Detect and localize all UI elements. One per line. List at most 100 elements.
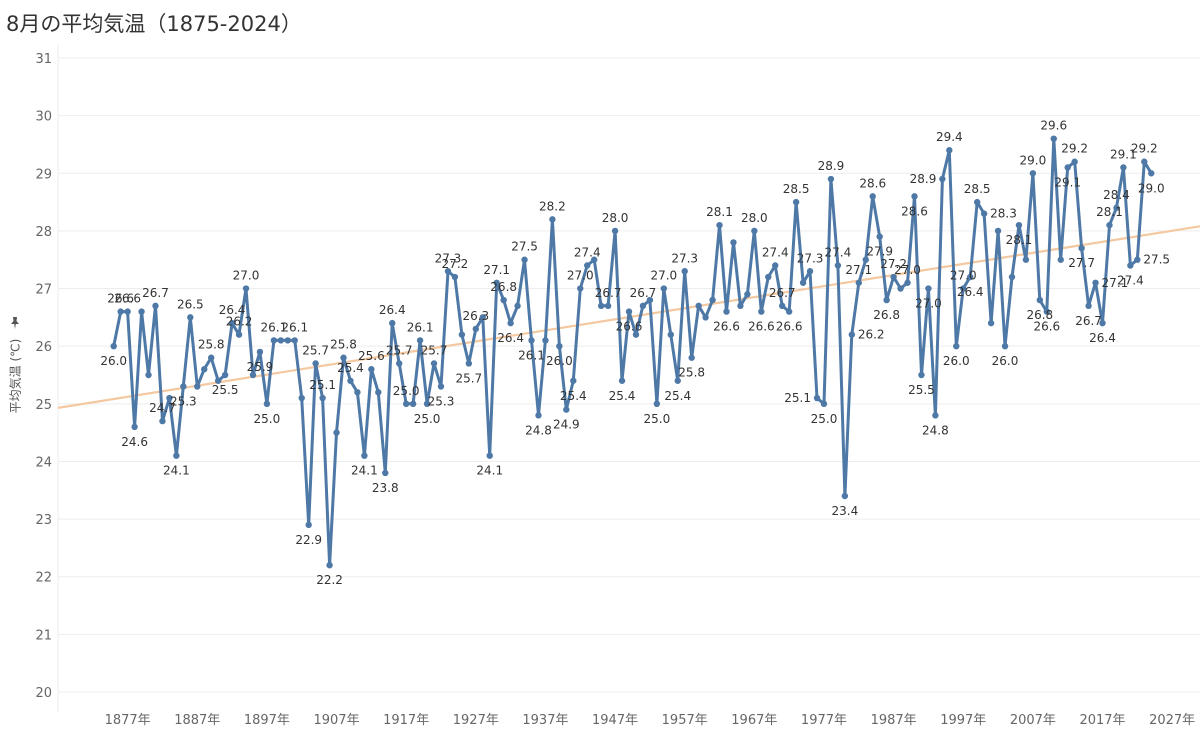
data-label: 24.1 xyxy=(476,464,503,478)
data-label: 25.8 xyxy=(678,366,705,380)
data-label: 28.5 xyxy=(964,182,991,196)
data-point xyxy=(1085,302,1092,310)
data-label: 25.1 xyxy=(784,391,811,405)
data-point xyxy=(577,285,584,292)
data-point xyxy=(430,360,438,367)
data-point xyxy=(660,285,668,292)
data-label: 27.3 xyxy=(671,251,698,265)
data-point xyxy=(235,331,243,338)
data-label: 26.0 xyxy=(100,354,127,368)
data-point xyxy=(1015,221,1023,229)
data-label: 26.6 xyxy=(616,320,643,334)
data-point xyxy=(625,308,633,315)
data-label: 26.2 xyxy=(858,328,885,342)
data-label: 27.7 xyxy=(1068,256,1095,270)
data-point xyxy=(946,147,953,154)
data-point xyxy=(500,296,507,304)
data-label: 25.0 xyxy=(254,412,281,426)
data-point xyxy=(904,279,911,286)
data-point xyxy=(389,319,396,327)
data-point xyxy=(256,348,264,356)
data-point xyxy=(1120,164,1127,171)
data-label: 26.1 xyxy=(407,320,434,334)
data-point xyxy=(980,210,988,217)
pin-icon[interactable] xyxy=(9,316,21,330)
data-label: 27.2 xyxy=(880,257,907,271)
data-label: 26.7 xyxy=(1075,314,1102,328)
x-tick-label: 1917年 xyxy=(383,713,429,728)
data-point xyxy=(681,268,688,275)
data-point xyxy=(570,377,577,384)
data-label: 29.0 xyxy=(1138,181,1165,195)
data-label: 27.0 xyxy=(650,269,677,283)
data-point xyxy=(813,394,821,402)
data-point xyxy=(1050,135,1057,142)
data-point xyxy=(207,354,215,361)
x-tick-label: 1907年 xyxy=(313,713,359,728)
data-point xyxy=(758,308,765,315)
data-label: 25.3 xyxy=(428,395,455,409)
data-point xyxy=(1029,170,1037,177)
data-label: 28.1 xyxy=(1096,205,1123,219)
data-label: 25.4 xyxy=(337,361,364,375)
data-label: 25.7 xyxy=(302,343,329,357)
data-label: 26.2 xyxy=(226,315,253,329)
data-point xyxy=(1001,342,1009,350)
y-tick-label: 23 xyxy=(35,513,52,528)
data-label: 27.3 xyxy=(435,251,462,265)
data-point xyxy=(841,492,849,500)
data-point xyxy=(611,227,619,235)
data-label: 28.0 xyxy=(602,211,629,225)
x-tick-label: 1887年 xyxy=(174,713,220,728)
data-label: 29.0 xyxy=(1020,153,1047,167)
data-point xyxy=(221,371,229,379)
data-point xyxy=(1106,221,1113,229)
data-label: 26.1 xyxy=(518,348,545,362)
data-label: 26.6 xyxy=(713,320,740,334)
data-point xyxy=(333,429,340,436)
data-label: 25.0 xyxy=(414,412,441,426)
data-point xyxy=(827,175,835,183)
data-label: 28.6 xyxy=(901,204,928,218)
data-point xyxy=(792,198,800,206)
data-point xyxy=(319,394,326,402)
data-point xyxy=(987,319,995,327)
data-point xyxy=(194,383,201,390)
data-point xyxy=(396,360,403,367)
series-line xyxy=(112,137,1153,567)
data-label: 26.8 xyxy=(873,308,900,322)
data-label: 28.6 xyxy=(859,176,886,190)
data-point xyxy=(472,325,480,333)
data-point xyxy=(590,256,598,263)
data-label: 25.1 xyxy=(309,378,336,392)
data-label: 27.0 xyxy=(567,269,594,283)
data-label: 28.0 xyxy=(741,211,768,225)
data-point xyxy=(667,331,674,338)
data-point xyxy=(737,302,744,310)
data-label: 26.8 xyxy=(490,280,517,294)
data-point xyxy=(375,389,382,396)
data-point xyxy=(1113,204,1120,212)
data-point xyxy=(535,412,542,419)
data-label: 25.9 xyxy=(247,360,274,374)
data-point xyxy=(953,342,960,350)
chart-title: 8月の平均気温（1875-2024） xyxy=(6,12,302,36)
data-label: 26.4 xyxy=(219,303,246,317)
data-point xyxy=(542,337,549,344)
x-axis-ticks: 1877年 1887年 1897年 1907年 1917年 1927年 1937年 1947年… xyxy=(105,713,1196,728)
data-label: 27.3 xyxy=(797,251,824,265)
data-point xyxy=(131,423,138,431)
data-label: 24.8 xyxy=(922,423,949,437)
data-point xyxy=(145,371,152,379)
y-tick-label: 29 xyxy=(35,167,52,182)
data-label: 26.4 xyxy=(1089,331,1116,345)
data-label: 27.1 xyxy=(483,263,510,277)
data-label: 24.1 xyxy=(163,464,190,478)
data-label: 27.1 xyxy=(845,263,872,277)
data-point xyxy=(270,337,278,344)
data-point xyxy=(180,383,187,390)
y-tick-label: 31 xyxy=(35,52,52,67)
x-tick-label: 1927年 xyxy=(453,713,499,728)
data-point xyxy=(1022,256,1030,263)
data-point xyxy=(382,469,389,477)
